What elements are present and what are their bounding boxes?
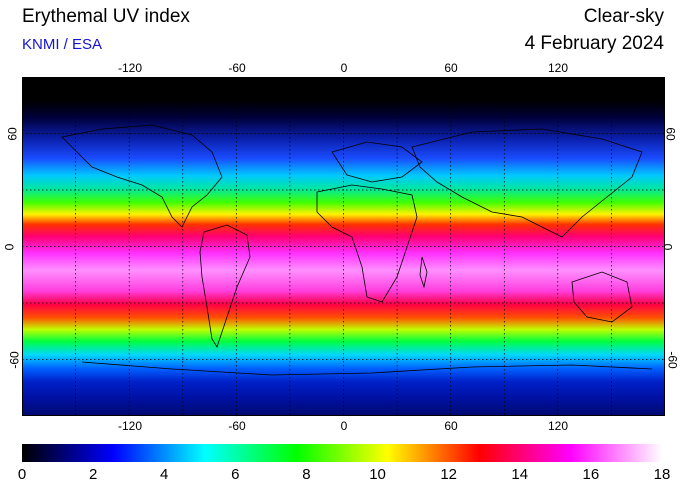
colorbar-tick-label: 2	[88, 466, 98, 483]
colorbar-tick-label: 4	[160, 466, 169, 483]
lon-tick-top: 0	[340, 61, 348, 75]
lat-tick-right: -60	[665, 351, 680, 369]
lon-tick-bottom: 120	[547, 419, 569, 433]
lon-tick-bottom: 60	[444, 419, 458, 433]
lat-tick-left: 60	[5, 127, 20, 141]
colorbar-tick-label: 6	[231, 466, 240, 483]
map-date: 4 February 2024	[524, 33, 664, 54]
colorbar-tick-label: 10	[369, 466, 386, 483]
lon-tick-top: -120	[117, 61, 143, 75]
uv-index-map	[22, 77, 665, 416]
lon-tick-top: 120	[547, 61, 569, 75]
uv-index-colorbar	[22, 444, 662, 462]
lon-tick-bottom: -60	[228, 419, 246, 433]
colorbar-tick-label: 8	[302, 466, 311, 483]
lon-tick-bottom: 0	[340, 419, 348, 433]
lon-tick-top: 60	[444, 61, 458, 75]
colorbar-tick-label: 14	[511, 466, 529, 483]
lat-tick-right: 60	[663, 127, 678, 141]
colorbar-tick-label: 16	[582, 466, 600, 483]
lon-tick-bottom: -120	[117, 419, 143, 433]
colorbar-tick-label: 0	[17, 466, 27, 483]
lat-tick-left: 0	[2, 243, 17, 251]
source-credit: KNMI / ESA	[22, 36, 103, 53]
lon-tick-top: -60	[228, 61, 246, 75]
map-title: Erythemal UV index	[22, 6, 190, 27]
colorbar-tick-label: 12	[440, 466, 457, 483]
colorbar-tick-label: 18	[653, 466, 671, 483]
sky-condition-label: Clear-sky	[583, 6, 664, 27]
lat-tick-left: -60	[7, 351, 22, 369]
